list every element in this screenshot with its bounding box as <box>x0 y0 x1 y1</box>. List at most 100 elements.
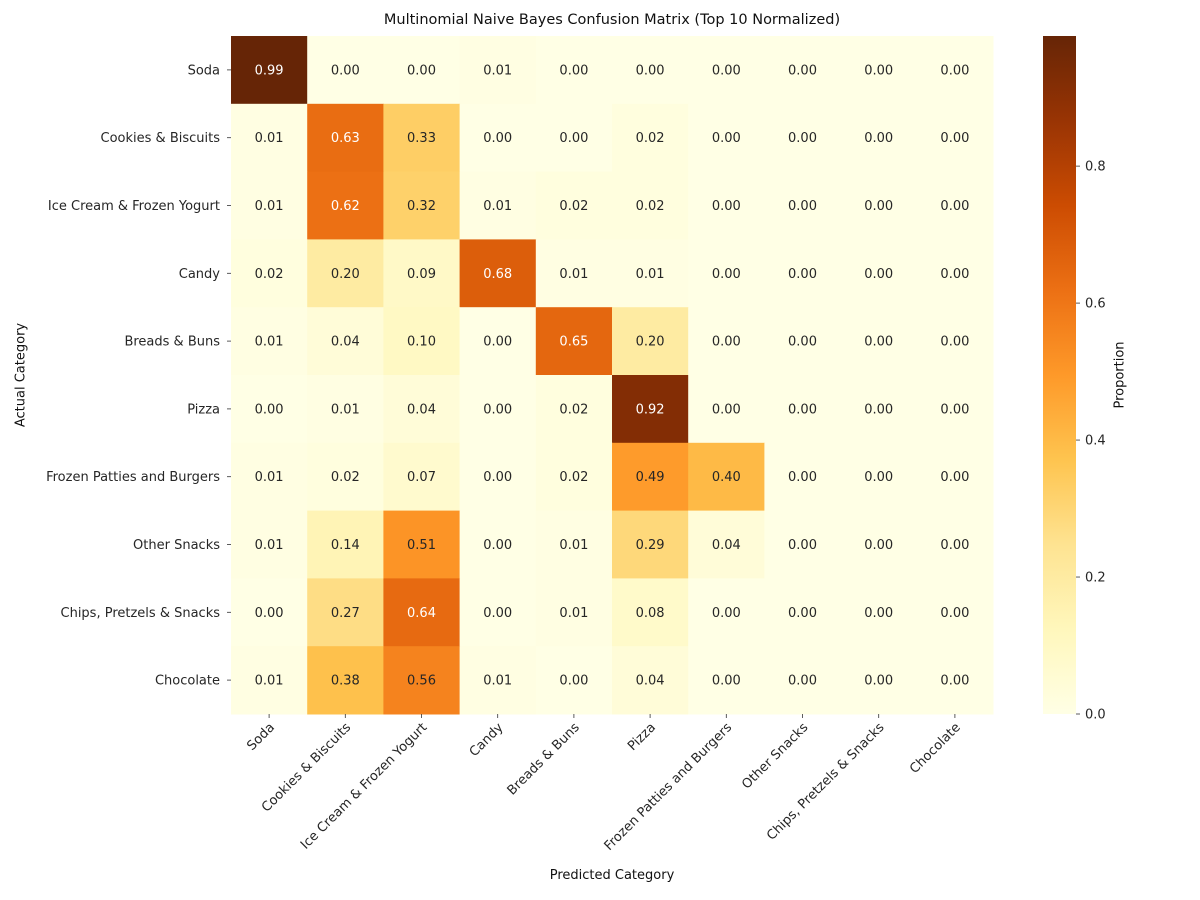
cell-value-label: 0.00 <box>940 131 969 146</box>
cell-value-label: 0.00 <box>864 402 893 417</box>
cell-value-label: 0.00 <box>940 674 969 689</box>
heatmap-cell <box>383 171 461 240</box>
heatmap-cell <box>688 36 765 105</box>
heatmap-cell <box>535 36 613 105</box>
cell-value-label: 0.01 <box>255 199 284 214</box>
cell-value-label: 0.10 <box>407 335 436 350</box>
y-tick-label: Ice Cream & Frozen Yogurt <box>48 199 220 214</box>
x-tick-label: Frozen Patties and Burgers <box>602 720 736 854</box>
heatmap-cell <box>840 510 918 579</box>
cell-value-label: 0.00 <box>712 335 741 350</box>
heatmap-cell <box>840 239 918 308</box>
heatmap-cell <box>535 646 613 715</box>
heatmap-cell <box>916 307 994 376</box>
heatmap-cell <box>535 307 613 376</box>
heatmap-cell <box>307 103 384 173</box>
cell-value-label: 0.00 <box>864 63 893 78</box>
heatmap-cell <box>688 578 765 647</box>
cell-value-label: 0.00 <box>255 402 284 417</box>
heatmap-cell <box>764 442 842 512</box>
cell-value-label: 0.00 <box>712 199 741 214</box>
heatmap-cells: 0.99 0.00 0.00 0.01 0.00 0.00 0.00 0.00 0.00 0.00… <box>231 36 994 715</box>
cell-value-label: 0.00 <box>940 335 969 350</box>
cell-value-label: 0.00 <box>788 63 817 78</box>
cell-value-label: 0.04 <box>712 538 741 553</box>
heatmap-cell <box>231 103 308 173</box>
cell-value-label: 0.00 <box>483 131 512 146</box>
heatmap-cell <box>535 375 613 444</box>
cell-value-label: 0.33 <box>407 131 436 146</box>
heatmap-cell <box>383 103 461 173</box>
cell-value-label: 0.00 <box>864 335 893 350</box>
heatmap-cell <box>688 103 765 173</box>
heatmap-cell <box>612 375 689 444</box>
x-tick-label: Soda <box>244 720 278 754</box>
cell-value-label: 0.00 <box>483 470 512 485</box>
heatmap-cell <box>840 36 918 105</box>
cell-value-label: 0.62 <box>331 199 360 214</box>
cell-value-label: 0.20 <box>331 267 360 282</box>
heatmap-cell <box>840 103 918 173</box>
heatmap-cell <box>612 578 689 647</box>
heatmap-cell <box>383 646 461 715</box>
cell-value-label: 0.01 <box>559 606 588 621</box>
cell-value-label: 0.00 <box>788 674 817 689</box>
cell-value-label: 0.00 <box>864 267 893 282</box>
y-tick-label: Soda <box>188 63 220 78</box>
heatmap-cell <box>459 510 537 579</box>
heatmap-cell <box>231 510 308 579</box>
cell-value-label: 0.00 <box>712 606 741 621</box>
heatmap-cell <box>383 307 461 376</box>
heatmap-cell <box>307 375 384 444</box>
cell-value-label: 0.00 <box>559 674 588 689</box>
cell-value-label: 0.01 <box>331 402 360 417</box>
cell-value-label: 0.00 <box>788 470 817 485</box>
heatmap-cell <box>916 442 994 512</box>
colorbar-tick-label: 0.8 <box>1085 160 1106 175</box>
cell-value-label: 0.00 <box>712 674 741 689</box>
heatmap-cell <box>916 103 994 173</box>
heatmap-cell <box>459 442 537 512</box>
x-axis-label: Predicted Category <box>549 868 675 883</box>
y-tick-labels: Soda Cookies & Biscuits Ice Cream & Frozen… <box>46 63 231 689</box>
y-tick-label: Chocolate <box>155 674 220 689</box>
y-tick-label: Cookies & Biscuits <box>101 131 221 146</box>
heatmap-cell <box>688 307 765 376</box>
cell-value-label: 0.00 <box>788 606 817 621</box>
cell-value-label: 0.09 <box>407 267 436 282</box>
heatmap-cell <box>307 171 384 240</box>
cell-value-label: 0.00 <box>788 267 817 282</box>
heatmap-cell <box>231 442 308 512</box>
heatmap-cell <box>231 239 308 308</box>
heatmap-cell <box>535 103 613 173</box>
heatmap-cell <box>535 239 613 308</box>
cell-value-label: 0.01 <box>255 674 284 689</box>
cell-value-label: 0.20 <box>636 335 665 350</box>
cell-value-label: 0.04 <box>407 402 436 417</box>
heatmap-cell <box>612 442 689 512</box>
colorbar-tick-label: 0.0 <box>1085 708 1106 723</box>
cell-value-label: 0.01 <box>559 267 588 282</box>
heatmap-cell <box>612 36 689 105</box>
heatmap-cell <box>383 36 461 105</box>
cell-value-label: 0.02 <box>559 199 588 214</box>
heatmap-cell <box>231 375 308 444</box>
colorbar-gradient <box>1043 36 1076 714</box>
y-tick-label: Chips, Pretzels & Snacks <box>61 606 221 621</box>
heatmap-cell <box>307 510 384 579</box>
heatmap-cell <box>764 646 842 715</box>
heatmap-cell <box>764 307 842 376</box>
cell-value-label: 0.00 <box>788 199 817 214</box>
heatmap-cell <box>916 239 994 308</box>
cell-value-label: 0.64 <box>407 606 436 621</box>
cell-value-label: 0.00 <box>712 63 741 78</box>
colorbar-tick-label: 0.4 <box>1085 434 1106 449</box>
cell-value-label: 0.00 <box>559 63 588 78</box>
cell-value-label: 0.00 <box>940 606 969 621</box>
heatmap-cell <box>231 646 308 715</box>
heatmap-cell <box>688 646 765 715</box>
heatmap-cell <box>612 307 689 376</box>
cell-value-label: 0.01 <box>255 470 284 485</box>
